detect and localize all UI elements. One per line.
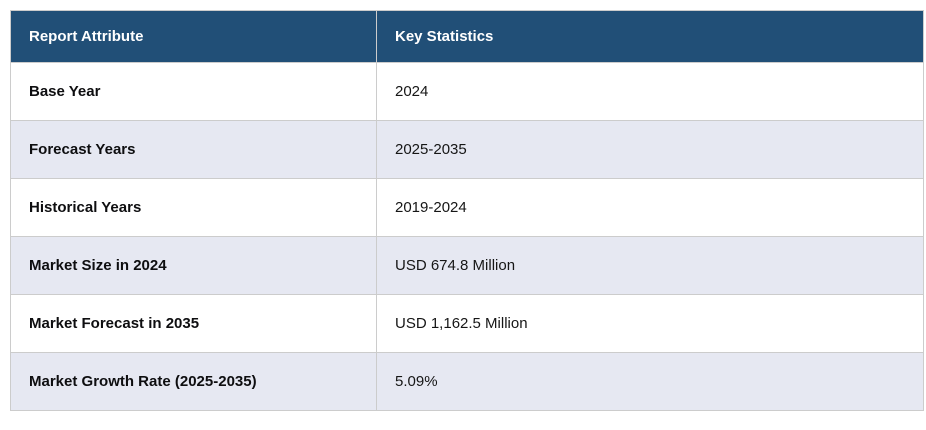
table-row-market-size: Market Size in 2024 USD 674.8 Million — [10, 236, 924, 295]
attribute-cell: Forecast Years — [10, 120, 377, 179]
value-cell: 2025-2035 — [376, 120, 924, 179]
attribute-cell: Historical Years — [10, 178, 377, 237]
value-cell: USD 1,162.5 Million — [376, 294, 924, 353]
value-cell: USD 674.8 Million — [376, 236, 924, 295]
table-row-market-forecast: Market Forecast in 2035 USD 1,162.5 Mill… — [10, 294, 924, 353]
report-statistics-table: Report Attribute Key Statistics Base Yea… — [10, 10, 924, 411]
table-row-growth-rate: Market Growth Rate (2025-2035) 5.09% — [10, 352, 924, 411]
value-cell: 2019-2024 — [376, 178, 924, 237]
header-key-statistics: Key Statistics — [376, 10, 924, 63]
table-header-row: Report Attribute Key Statistics — [10, 10, 924, 63]
table-row-historical-years: Historical Years 2019-2024 — [10, 178, 924, 237]
table-row-forecast-years: Forecast Years 2025-2035 — [10, 120, 924, 179]
header-report-attribute: Report Attribute — [10, 10, 377, 63]
table-row-base-year: Base Year 2024 — [10, 62, 924, 121]
report-statistics-table-container: Report Attribute Key Statistics Base Yea… — [10, 10, 924, 411]
attribute-cell: Market Size in 2024 — [10, 236, 377, 295]
attribute-cell: Base Year — [10, 62, 377, 121]
value-cell: 2024 — [376, 62, 924, 121]
attribute-cell: Market Growth Rate (2025-2035) — [10, 352, 377, 411]
attribute-cell: Market Forecast in 2035 — [10, 294, 377, 353]
value-cell: 5.09% — [376, 352, 924, 411]
